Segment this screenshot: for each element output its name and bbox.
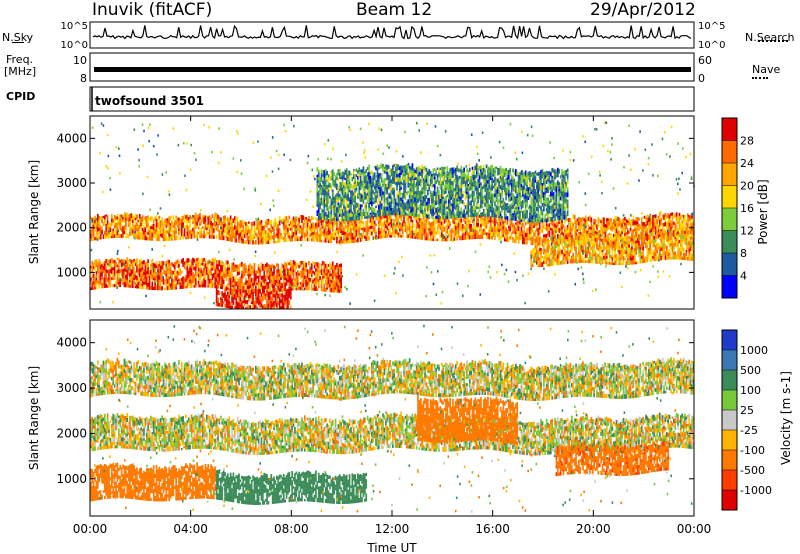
colorbar-swatch <box>722 230 737 253</box>
velocity-panel: 1000 2000 3000 4000 00:00 04:00 08:00 12:00 16:… <box>27 116 711 554</box>
colorbar-swatch <box>722 350 737 370</box>
colorbar-tick-label: -1000 <box>740 484 772 497</box>
velocity-ytick-label: 4000 <box>56 336 87 350</box>
velocity-ytick-label: 1000 <box>56 472 87 486</box>
colorbar-swatch <box>722 208 737 231</box>
nave-tick-low: 0 <box>698 72 705 85</box>
time-xtick-label: 00:00 <box>73 522 108 536</box>
time-xlabel: Time UT <box>366 541 417 554</box>
nave-label: Nave <box>752 63 781 76</box>
colorbar-tick-label: 500 <box>740 364 761 377</box>
velocity-colorbar: 1000 500 100 25 -25 -100 -500 -1000 <box>721 329 772 511</box>
colorbar-tick-label: 4 <box>740 270 747 283</box>
colorbar-swatch <box>722 163 737 186</box>
date-title: 29/Apr/2012 <box>590 0 696 20</box>
velocity-ylabel: Slant Range [km] <box>27 366 41 470</box>
time-xtick-label: 12:00 <box>375 522 410 536</box>
power-ytick-label: 3000 <box>56 176 87 190</box>
velocity-colorbar-label: Velocity [m s-1] <box>779 371 793 465</box>
colorbar-tick-label: 100 <box>740 384 761 397</box>
colorbar-swatch <box>722 470 737 490</box>
colorbar-swatch <box>722 370 737 390</box>
velocity-ytick-label: 2000 <box>56 426 87 440</box>
power-colorbar-label: Power [dB] <box>756 179 770 244</box>
power-panel: 1000 2000 3000 4000 Slant Range [km] <box>27 115 695 310</box>
colorbar-swatch <box>722 118 737 141</box>
colorbar-tick-label: -100 <box>740 444 765 457</box>
colorbar-tick-label: 25 <box>740 404 754 417</box>
colorbar-swatch <box>722 253 737 276</box>
colorbar-tick-label: 16 <box>740 202 754 215</box>
beam-title: Beam 12 <box>356 0 433 20</box>
cpid-label: CPID <box>6 90 36 103</box>
colorbar-tick-label: 1000 <box>740 344 768 357</box>
colorbar-swatch <box>722 330 737 350</box>
nsearch-tick-high: 10^5 <box>698 21 725 32</box>
colorbar-swatch <box>722 185 737 208</box>
station-title: Inuvik (fitACF) <box>92 0 213 20</box>
power-ytick-label: 2000 <box>56 221 87 235</box>
freq-tick-high: 10 <box>73 54 87 67</box>
power-ytick-label: 1000 <box>56 265 87 279</box>
colorbar-swatch <box>722 275 737 298</box>
colorbar-swatch <box>722 450 737 470</box>
colorbar-swatch <box>722 490 737 510</box>
nsky-underline <box>12 42 24 43</box>
freq-unit-label: [MHz] <box>4 65 37 78</box>
time-xtick-label: 16:00 <box>475 522 510 536</box>
colorbar-swatch <box>722 410 737 430</box>
nsky-trace <box>92 24 692 40</box>
freq-trace <box>94 67 691 72</box>
time-xtick-label: 20:00 <box>576 522 611 536</box>
nave-tick-high: 60 <box>698 54 712 67</box>
nsky-tick-high: 10^5 <box>61 21 88 32</box>
time-xtick-label: 08:00 <box>274 522 309 536</box>
power-ytick-label: 4000 <box>56 131 87 145</box>
freq-tick-low: 8 <box>80 72 87 85</box>
nsky-panel: 10^5 10^0 10^5 10^0 <box>61 21 726 51</box>
nave-dots <box>752 77 768 79</box>
power-heatmap <box>90 121 695 310</box>
nsearch-dots <box>758 40 788 42</box>
colorbar-tick-label: -25 <box>740 424 758 437</box>
power-ylabel: Slant Range [km] <box>27 160 41 264</box>
time-xtick-label: 00:00 <box>677 522 712 536</box>
time-xtick-label: 04:00 <box>173 522 208 536</box>
power-colorbar: 28 24 20 16 12 8 4 <box>721 117 754 299</box>
freq-label: Freq. <box>6 53 34 66</box>
colorbar-tick-label: 20 <box>740 180 754 193</box>
cpid-panel: twofsound 3501 <box>89 86 695 112</box>
colorbar-swatch <box>722 390 737 410</box>
velocity-heatmap <box>90 324 695 513</box>
colorbar-swatch <box>722 140 737 163</box>
nsearch-tick-low: 10^0 <box>698 40 725 51</box>
cpid-value: twofsound 3501 <box>95 94 204 108</box>
nsky-label: N.Sky <box>2 31 34 44</box>
velocity-ytick-label: 3000 <box>56 381 87 395</box>
colorbar-tick-label: -500 <box>740 464 765 477</box>
colorbar-tick-label: 28 <box>740 135 754 148</box>
colorbar-tick-label: 24 <box>740 157 754 170</box>
nsky-tick-low: 10^0 <box>61 40 88 51</box>
freq-panel: 10 8 60 0 <box>73 52 712 85</box>
colorbar-swatch <box>722 430 737 450</box>
colorbar-tick-label: 8 <box>740 247 747 260</box>
colorbar-tick-label: 12 <box>740 225 754 238</box>
